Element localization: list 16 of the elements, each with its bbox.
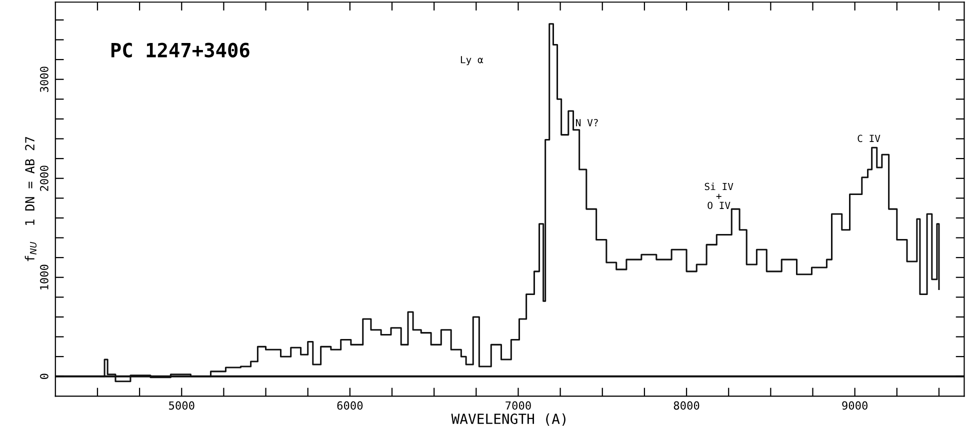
x-tick-label: 5000 xyxy=(169,401,194,410)
y-tick-label: 3000 xyxy=(40,66,48,92)
annotation: Si IV + O IV xyxy=(704,182,734,210)
y-tick-label: 0 xyxy=(40,374,48,379)
x-tick-label: 9000 xyxy=(842,401,868,410)
x-tick-label: 7000 xyxy=(506,401,531,410)
y-tick-label: 2000 xyxy=(40,166,48,191)
annotation: PC 1247+3406 xyxy=(111,42,250,58)
x-tick-label: 8000 xyxy=(674,401,700,410)
x-tick-label: 6000 xyxy=(337,401,363,410)
y-tick-label: 1000 xyxy=(40,264,48,290)
annotation: C IV xyxy=(858,134,880,142)
annotation: N V? xyxy=(576,118,598,126)
annotation: Ly α xyxy=(460,56,484,66)
x-axis-title: WAVELENGTH (A) xyxy=(451,413,566,426)
text: f$_{NU}$ 1 DN = AB 27 xyxy=(24,136,37,262)
